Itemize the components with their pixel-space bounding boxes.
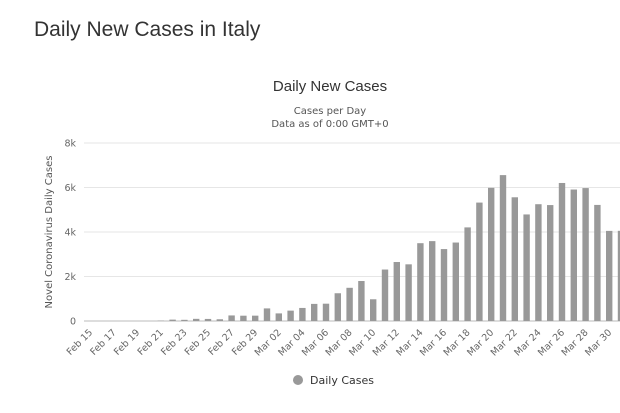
bar[interactable] [322,303,330,321]
legend[interactable]: Daily Cases [293,374,374,387]
bar[interactable] [346,287,353,321]
legend-label-daily-cases: Daily Cases [310,374,374,387]
bar[interactable] [617,230,620,321]
bar[interactable] [263,308,271,321]
bar[interactable] [169,319,176,321]
bar[interactable] [499,175,507,321]
bar[interactable] [228,315,235,321]
bar[interactable] [606,230,613,321]
bar[interactable] [181,319,188,321]
bar[interactable] [299,307,306,321]
y-tick-label: 6k [64,183,76,194]
bar[interactable] [204,318,212,321]
bar[interactable] [417,243,424,321]
bar[interactable] [582,188,589,321]
bar[interactable] [452,242,459,321]
chart-title: Daily New Cases [273,78,387,95]
bar[interactable] [523,214,530,321]
bar[interactable] [381,269,389,321]
bar[interactable] [488,187,495,321]
bar[interactable] [193,318,200,321]
y-tick-label: 0 [70,317,76,328]
bar[interactable] [275,313,282,321]
bar[interactable] [405,264,412,321]
bar[interactable] [535,204,542,321]
bar[interactable] [570,189,577,321]
chart-subtitle-line1: Cases per Day [294,106,366,117]
bar[interactable] [311,303,318,321]
bar[interactable] [429,241,436,321]
bar[interactable] [476,202,483,321]
y-tick-label: 4k [64,228,76,239]
y-tick-labels: 0 2k 4k 6k 8k [64,139,76,328]
bar[interactable] [393,262,400,321]
x-tick-label: Mar 30 [583,327,614,358]
bar[interactable] [440,249,448,321]
bar[interactable] [594,204,601,321]
y-axis-label: Novel Coronavirus Daily Cases [44,156,55,309]
bar[interactable] [216,319,223,321]
chart-subtitle-line2: Data as of 0:00 GMT+0 [271,119,388,130]
bar[interactable] [240,315,247,321]
bar[interactable] [558,182,566,321]
bar[interactable] [547,205,554,321]
y-tick-label: 8k [64,139,76,150]
bar[interactable] [511,197,518,321]
bar[interactable] [287,310,294,321]
legend-marker-daily-cases [293,375,303,385]
bar-series-daily-cases [157,175,620,321]
bar[interactable] [358,281,365,321]
bar[interactable] [334,293,341,321]
page-title: Daily New Cases in Italy [34,18,261,41]
y-tick-label: 2k [64,272,76,283]
bar[interactable] [252,315,259,321]
bar[interactable] [464,227,471,321]
bar[interactable] [370,299,377,321]
